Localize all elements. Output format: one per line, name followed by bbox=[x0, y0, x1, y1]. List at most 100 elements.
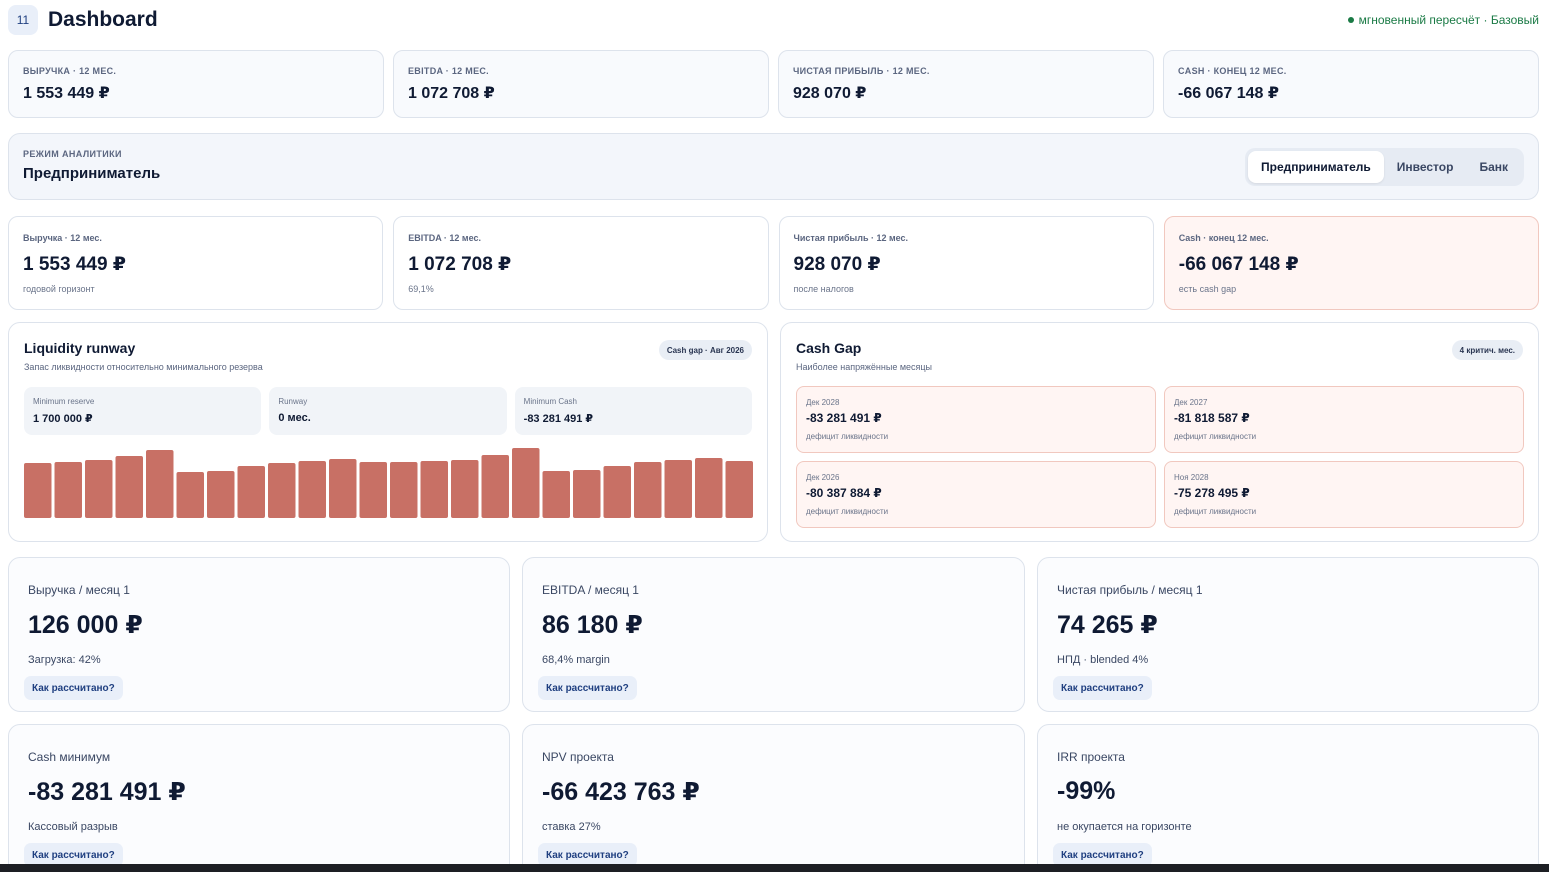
mini-label: Runway bbox=[278, 397, 308, 406]
critical-months-badge: 4 критич. мес. bbox=[1451, 340, 1523, 360]
liquidity-bar bbox=[115, 456, 143, 518]
mode-tab-investor[interactable]: Инвестор bbox=[1396, 160, 1454, 174]
metric-card-ebitda-month: EBITDA / месяц 1 86 180 ₽ 68,4% margin К… bbox=[522, 557, 1025, 712]
kpi-summary-row: Выручка · 12 мес. 1 553 449 ₽ EBITDA · 1… bbox=[8, 50, 1539, 118]
liquidity-bar bbox=[420, 461, 448, 518]
metric-note: 68,4% margin bbox=[542, 654, 610, 666]
kpi-value: 928 070 ₽ bbox=[793, 85, 867, 102]
gap-month: Ноя 2028 bbox=[1174, 473, 1209, 482]
mini-label: Minimum Cash bbox=[523, 397, 577, 406]
gap-note: дефицит ликвидности bbox=[806, 432, 889, 441]
runway-card: Runway 0 мес. bbox=[269, 387, 507, 435]
metric-note: НПД · blended 4% bbox=[1057, 654, 1149, 666]
status-dot-icon bbox=[1347, 17, 1354, 23]
liquidity-bar bbox=[54, 462, 82, 518]
page-title: Dashboard bbox=[48, 8, 158, 31]
kpi-summary-revenue: Выручка · 12 мес. 1 553 449 ₽ bbox=[8, 50, 384, 118]
gap-value: -81 818 587 ₽ bbox=[1174, 411, 1250, 425]
metric-label: NPV проекта bbox=[542, 750, 614, 764]
metrics-grid: Выручка / месяц 1 126 000 ₽ Загрузка: 42… bbox=[8, 557, 1539, 872]
liquidity-bar bbox=[542, 471, 570, 518]
how-calculated-button[interactable]: Как рассчитано? bbox=[1053, 676, 1152, 700]
metric-card-irr: IRR проекта -99% не окупается на горизон… bbox=[1037, 724, 1539, 872]
cash-gap-title: Cash Gap bbox=[796, 340, 862, 356]
recalc-status: мгновенный пересчёт · Базовый bbox=[1347, 13, 1539, 27]
metric-card-cash-minimum: Cash минимум -83 281 491 ₽ Кассовый разр… bbox=[8, 724, 510, 872]
liquidity-metrics: Minimum reserve 1 700 000 ₽ Runway 0 мес… bbox=[24, 387, 752, 435]
metric-note: не окупается на горизонте bbox=[1057, 821, 1192, 833]
cash-gap-card: Дек 2028 -83 281 491 ₽ дефицит ликвиднос… bbox=[796, 386, 1156, 453]
liquidity-bar bbox=[451, 460, 479, 518]
kpi-label: Чистая прибыль · 12 мес. bbox=[793, 66, 930, 76]
cash-gap-subtitle: Наиболее напряжённые месяцы bbox=[796, 362, 933, 372]
kpi-card-net-profit: Чистая прибыль · 12 мес. 928 070 ₽ после… bbox=[778, 216, 1154, 310]
kpi-card-value: 928 070 ₽ bbox=[793, 254, 881, 275]
gap-note: дефицит ликвидности bbox=[806, 507, 889, 516]
recalc-status-text: мгновенный пересчёт · Базовый bbox=[1358, 13, 1539, 27]
mode-tab-entrepreneur[interactable]: Предприниматель bbox=[1247, 151, 1384, 183]
liquidity-bar bbox=[390, 462, 418, 518]
step-badge: 11 bbox=[8, 5, 38, 35]
how-calculated-button[interactable]: Как рассчитано? bbox=[538, 676, 637, 700]
kpi-cards-row: Выручка · 12 мес. 1 553 449 ₽ годовой го… bbox=[8, 216, 1539, 310]
kpi-card-note: годовой горизонт bbox=[23, 284, 95, 294]
kpi-card-label: Чистая прибыль · 12 мес. bbox=[793, 233, 909, 243]
kpi-label: EBITDA · 12 мес. bbox=[408, 66, 489, 76]
cash-gap-card: Ноя 2028 -75 278 495 ₽ дефицит ликвиднос… bbox=[1164, 461, 1524, 528]
liquidity-bar bbox=[573, 470, 601, 518]
how-calculated-button[interactable]: Как рассчитано? bbox=[24, 676, 123, 700]
metric-value: 126 000 ₽ bbox=[28, 611, 143, 639]
metric-label: Выручка / месяц 1 bbox=[28, 583, 130, 597]
gap-value: -83 281 491 ₽ bbox=[806, 411, 882, 425]
liquidity-bar bbox=[24, 463, 52, 518]
kpi-card-label: EBITDA · 12 мес. bbox=[408, 233, 481, 243]
top-bar: 11 Dashboard мгновенный пересчёт · Базов… bbox=[8, 4, 1541, 36]
analytics-mode-panel: Режим аналитики Предприниматель Предприн… bbox=[8, 133, 1539, 200]
liquidity-bar bbox=[207, 471, 235, 518]
gap-month: Дек 2028 bbox=[806, 398, 840, 407]
kpi-card-revenue: Выручка · 12 мес. 1 553 449 ₽ годовой го… bbox=[8, 216, 384, 310]
how-calculated-button[interactable]: Как рассчитано? bbox=[1053, 843, 1152, 867]
metric-value: -99% bbox=[1057, 777, 1116, 805]
kpi-card-note: 69,1% bbox=[408, 284, 434, 294]
kpi-card-ebitda: EBITDA · 12 мес. 1 072 708 ₽ 69,1% bbox=[393, 216, 769, 310]
metric-value: 86 180 ₽ bbox=[542, 611, 643, 639]
cash-gap-card: Дек 2027 -81 818 587 ₽ дефицит ликвиднос… bbox=[1164, 386, 1524, 453]
mini-value: -83 281 491 ₽ bbox=[523, 413, 594, 425]
cash-gap-panel: Cash Gap Наиболее напряжённые месяцы 4 к… bbox=[780, 322, 1539, 542]
metric-label: Чистая прибыль / месяц 1 bbox=[1057, 583, 1203, 597]
metric-note: ставка 27% bbox=[542, 821, 601, 833]
mini-value: 0 мес. bbox=[278, 412, 311, 424]
liquidity-bar bbox=[146, 450, 174, 518]
metric-card-revenue-month: Выручка / месяц 1 126 000 ₽ Загрузка: 42… bbox=[8, 557, 510, 712]
liquidity-bar bbox=[664, 460, 692, 518]
mode-tab-bank[interactable]: Банк bbox=[1479, 160, 1508, 174]
mini-label: Minimum reserve bbox=[33, 397, 95, 406]
liquidity-bar-chart bbox=[24, 448, 753, 518]
gap-note: дефицит ликвидности bbox=[1174, 432, 1257, 441]
liquidity-bar bbox=[268, 463, 296, 518]
metric-label: Cash минимум bbox=[28, 750, 111, 764]
mini-value: 1 700 000 ₽ bbox=[33, 413, 93, 425]
metric-value: 74 265 ₽ bbox=[1057, 611, 1158, 639]
kpi-card-value: 1 072 708 ₽ bbox=[408, 254, 512, 275]
metric-note: Загрузка: 42% bbox=[28, 654, 101, 666]
kpi-label: Выручка · 12 мес. bbox=[23, 66, 117, 76]
mode-label: Режим аналитики bbox=[23, 149, 122, 159]
kpi-summary-ebitda: EBITDA · 12 мес. 1 072 708 ₽ bbox=[393, 50, 769, 118]
how-calculated-button[interactable]: Как рассчитано? bbox=[538, 843, 637, 867]
liquidity-bar bbox=[634, 462, 662, 518]
gap-value: -80 387 884 ₽ bbox=[806, 486, 882, 500]
kpi-card-note: есть cash gap bbox=[1178, 284, 1237, 294]
liquidity-bar bbox=[359, 462, 387, 518]
gap-month: Дек 2027 bbox=[1174, 398, 1208, 407]
how-calculated-button[interactable]: Как рассчитано? bbox=[24, 843, 123, 867]
gap-note: дефицит ликвидности bbox=[1174, 507, 1257, 516]
kpi-summary-cash: Cash · конец 12 мес. -66 067 148 ₽ bbox=[1163, 50, 1539, 118]
liquidity-bar bbox=[481, 455, 509, 518]
mode-switcher: Предприниматель Инвестор Банк bbox=[1244, 148, 1524, 186]
cash-gap-badge: Cash gap · Авг 2026 bbox=[658, 340, 752, 360]
liquidity-bar bbox=[85, 460, 113, 518]
kpi-card-cash: Cash · конец 12 мес. -66 067 148 ₽ есть … bbox=[1163, 216, 1539, 310]
kpi-card-note: после налогов bbox=[793, 284, 854, 294]
